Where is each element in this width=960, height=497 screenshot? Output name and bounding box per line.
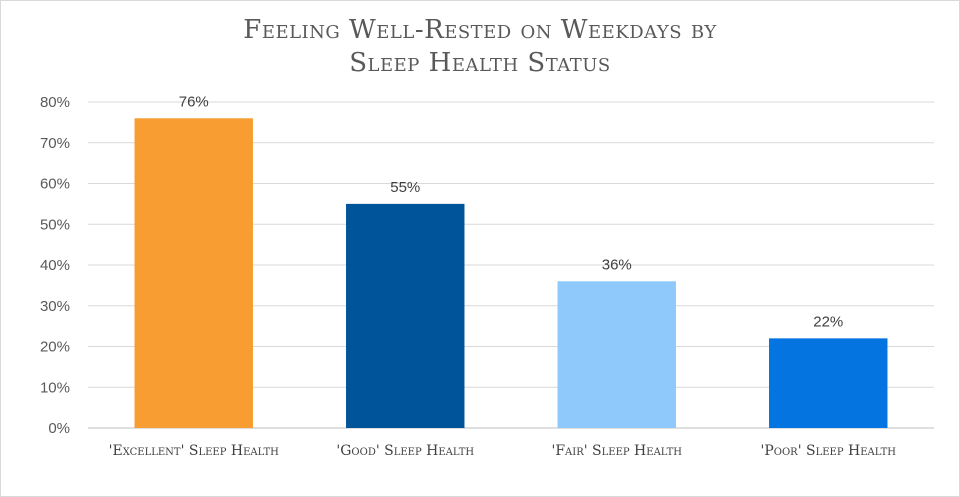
chart-title-line-2: Sleep Health Status	[349, 48, 611, 78]
y-tick-label: 10%	[40, 379, 70, 396]
y-tick-label: 70%	[40, 135, 70, 152]
bar	[769, 338, 888, 428]
chart-title: Feeling Well-Rested on Weekdays by Sleep…	[0, 14, 960, 80]
y-tick-label: 0%	[48, 420, 70, 437]
y-axis: 0% 10% 20% 30% 40% 50% 60% 70% 80%	[40, 94, 70, 437]
bars	[134, 118, 888, 429]
x-axis: 'Excellent' Sleep Health 'Good' Sleep Hea…	[109, 443, 897, 459]
data-label: 22%	[813, 313, 843, 330]
x-tick-label: 'Fair' Sleep Health	[551, 443, 682, 459]
bar	[557, 281, 676, 428]
y-tick-label: 20%	[40, 339, 70, 356]
data-label: 55%	[390, 179, 420, 196]
x-tick-label: 'Good' Sleep Health	[336, 443, 474, 459]
bar	[346, 203, 465, 428]
bar	[134, 118, 253, 429]
y-tick-label: 60%	[40, 176, 70, 193]
data-labels: 76% 55% 36% 22%	[179, 93, 844, 330]
y-tick-label: 40%	[40, 257, 70, 274]
x-tick-label: 'Excellent' Sleep Health	[109, 443, 279, 459]
data-label: 76%	[179, 93, 209, 110]
y-tick-label: 80%	[40, 94, 70, 111]
x-tick-label: 'Poor' Sleep Health	[761, 443, 897, 459]
y-tick-label: 50%	[40, 216, 70, 233]
y-tick-label: 30%	[40, 298, 70, 315]
chart-title-line-1: Feeling Well-Rested on Weekdays by	[243, 15, 717, 45]
data-label: 36%	[602, 256, 632, 273]
